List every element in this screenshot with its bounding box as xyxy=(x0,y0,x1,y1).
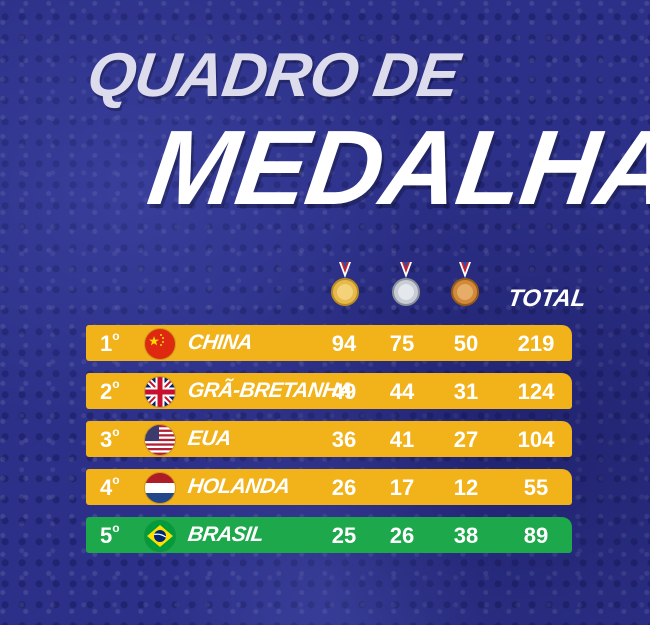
gold-count: 26 xyxy=(331,475,357,500)
bronze-count: 38 xyxy=(453,523,479,548)
silver-medal-icon xyxy=(392,262,420,306)
total-column-header: TOTAL xyxy=(506,285,588,312)
table-row-highlight: 5o BRASIL 25 26 38 89 xyxy=(86,517,572,553)
rank: 3o xyxy=(100,424,120,452)
total-count: 104 xyxy=(517,427,555,452)
silver-count: 17 xyxy=(389,475,415,500)
table-row: 1o CHINA 94 75 50 219 xyxy=(86,325,572,361)
gold-count: 36 xyxy=(331,427,357,452)
silver-count: 44 xyxy=(389,379,415,404)
country-name: HOLANDA xyxy=(186,475,292,498)
silver-count: 26 xyxy=(389,523,415,548)
bronze-count: 27 xyxy=(453,427,479,452)
table-row: 3o EUA 36 41 27 104 xyxy=(86,421,572,457)
bronze-medal-icon xyxy=(451,262,479,306)
rank: 2o xyxy=(100,376,120,404)
gold-count: 49 xyxy=(331,379,357,404)
title-line-1: QUADRO DE xyxy=(83,41,463,110)
title-line-2: MEDALHAS xyxy=(141,109,650,227)
total-count: 219 xyxy=(517,331,555,356)
country-name: BRASIL xyxy=(186,523,265,546)
silver-count: 41 xyxy=(389,427,415,452)
gold-count: 94 xyxy=(331,331,357,356)
netherlands-flag-icon xyxy=(144,472,176,504)
gold-medal-icon xyxy=(331,262,359,306)
brazil-flag-icon xyxy=(144,520,176,552)
table-row: 2o GRÃ-BRETANHA 49 44 31 124 xyxy=(86,373,572,409)
bronze-count: 31 xyxy=(453,379,479,404)
country-name: EUA xyxy=(186,427,233,450)
rank: 1o xyxy=(100,328,120,356)
gold-count: 25 xyxy=(331,523,357,548)
usa-flag-icon xyxy=(144,424,176,456)
country-name: CHINA xyxy=(186,331,254,354)
total-count: 55 xyxy=(523,475,549,500)
rank: 4o xyxy=(100,472,120,500)
total-count: 89 xyxy=(523,523,549,548)
bronze-count: 12 xyxy=(453,475,479,500)
uk-flag-icon xyxy=(144,376,176,408)
china-flag-icon xyxy=(144,328,176,360)
bronze-count: 50 xyxy=(453,331,479,356)
rank: 5o xyxy=(100,520,120,548)
table-row: 4o HOLANDA 26 17 12 55 xyxy=(86,469,572,505)
total-count: 124 xyxy=(517,379,555,404)
silver-count: 75 xyxy=(389,331,415,356)
